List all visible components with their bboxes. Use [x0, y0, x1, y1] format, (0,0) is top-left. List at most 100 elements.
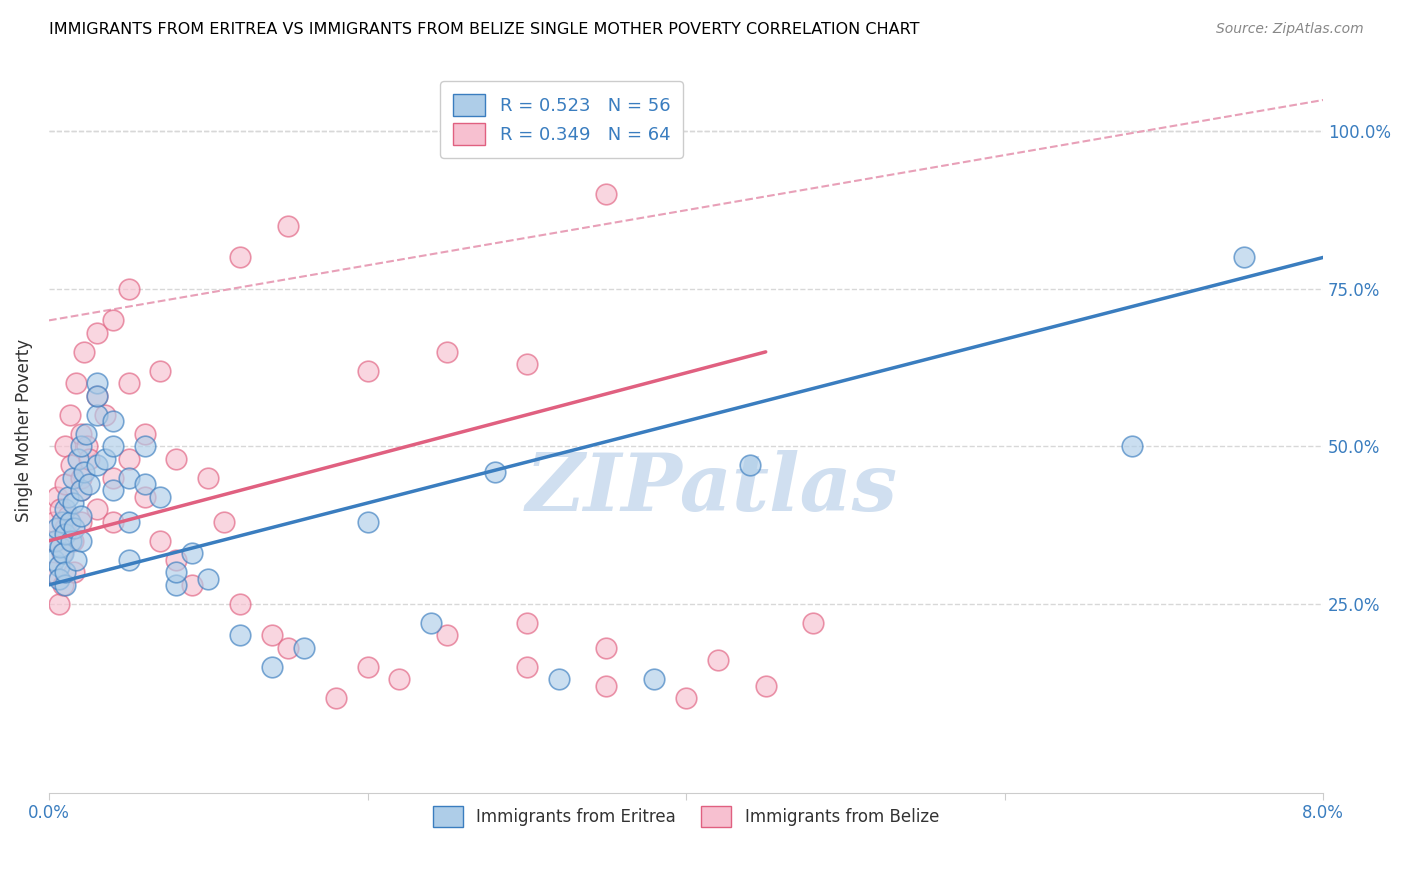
- Point: [41, 566, 63, 580]
- Point: [117, 376, 139, 391]
- Point: [595, 640, 617, 655]
- Point: [69, 426, 91, 441]
- Point: [42, 552, 65, 566]
- Point: [86, 326, 108, 340]
- Point: [134, 477, 156, 491]
- Point: [134, 439, 156, 453]
- Point: [117, 471, 139, 485]
- Point: [547, 673, 569, 687]
- Point: [356, 659, 378, 673]
- Point: [49, 502, 72, 516]
- Point: [1232, 251, 1254, 265]
- Point: [149, 533, 172, 548]
- Point: [69, 439, 91, 453]
- Point: [260, 659, 283, 673]
- Point: [1121, 439, 1143, 453]
- Point: [53, 477, 76, 491]
- Point: [516, 358, 538, 372]
- Point: [56, 490, 79, 504]
- Point: [165, 578, 187, 592]
- Point: [53, 578, 76, 592]
- Point: [134, 426, 156, 441]
- Point: [388, 673, 411, 687]
- Point: [63, 566, 86, 580]
- Point: [86, 389, 108, 403]
- Point: [277, 640, 299, 655]
- Point: [93, 408, 115, 422]
- Point: [356, 515, 378, 529]
- Point: [165, 552, 187, 566]
- Point: [86, 376, 108, 391]
- Point: [643, 673, 665, 687]
- Point: [75, 426, 97, 441]
- Point: [516, 615, 538, 630]
- Point: [134, 490, 156, 504]
- Point: [436, 344, 458, 359]
- Point: [86, 458, 108, 473]
- Point: [149, 364, 172, 378]
- Point: [229, 628, 252, 642]
- Point: [277, 219, 299, 233]
- Point: [59, 408, 82, 422]
- Point: [62, 533, 84, 548]
- Point: [62, 496, 84, 510]
- Y-axis label: Single Mother Poverty: Single Mother Poverty: [15, 339, 32, 522]
- Point: [101, 313, 124, 327]
- Point: [73, 465, 96, 479]
- Point: [69, 533, 91, 548]
- Point: [420, 615, 443, 630]
- Point: [181, 578, 204, 592]
- Point: [45, 490, 67, 504]
- Point: [63, 521, 86, 535]
- Point: [44, 533, 66, 548]
- Point: [60, 533, 83, 548]
- Point: [53, 502, 76, 516]
- Point: [595, 187, 617, 202]
- Point: [117, 515, 139, 529]
- Point: [48, 572, 70, 586]
- Text: ZIPatlas: ZIPatlas: [526, 450, 897, 527]
- Point: [436, 628, 458, 642]
- Point: [53, 566, 76, 580]
- Point: [86, 389, 108, 403]
- Point: [212, 515, 235, 529]
- Point: [69, 483, 91, 498]
- Point: [62, 471, 84, 485]
- Point: [76, 439, 98, 453]
- Point: [595, 679, 617, 693]
- Point: [101, 471, 124, 485]
- Point: [101, 414, 124, 428]
- Point: [53, 439, 76, 453]
- Point: [117, 451, 139, 466]
- Point: [52, 578, 75, 592]
- Point: [738, 458, 761, 473]
- Point: [60, 458, 83, 473]
- Point: [42, 515, 65, 529]
- Point: [69, 471, 91, 485]
- Point: [101, 439, 124, 453]
- Point: [69, 508, 91, 523]
- Point: [69, 483, 91, 498]
- Point: [73, 344, 96, 359]
- Point: [44, 533, 66, 548]
- Text: IMMIGRANTS FROM ERITREA VS IMMIGRANTS FROM BELIZE SINGLE MOTHER POVERTY CORRELAT: IMMIGRANTS FROM ERITREA VS IMMIGRANTS FR…: [49, 22, 920, 37]
- Point: [51, 515, 73, 529]
- Point: [93, 451, 115, 466]
- Point: [48, 597, 70, 611]
- Point: [260, 628, 283, 642]
- Legend: Immigrants from Eritrea, Immigrants from Belize: Immigrants from Eritrea, Immigrants from…: [425, 798, 948, 835]
- Point: [292, 640, 315, 655]
- Point: [484, 465, 506, 479]
- Point: [165, 451, 187, 466]
- Point: [197, 572, 219, 586]
- Point: [197, 471, 219, 485]
- Point: [707, 653, 730, 667]
- Point: [56, 508, 79, 523]
- Point: [53, 527, 76, 541]
- Point: [101, 483, 124, 498]
- Point: [356, 364, 378, 378]
- Point: [117, 282, 139, 296]
- Point: [45, 521, 67, 535]
- Point: [516, 659, 538, 673]
- Point: [66, 451, 89, 466]
